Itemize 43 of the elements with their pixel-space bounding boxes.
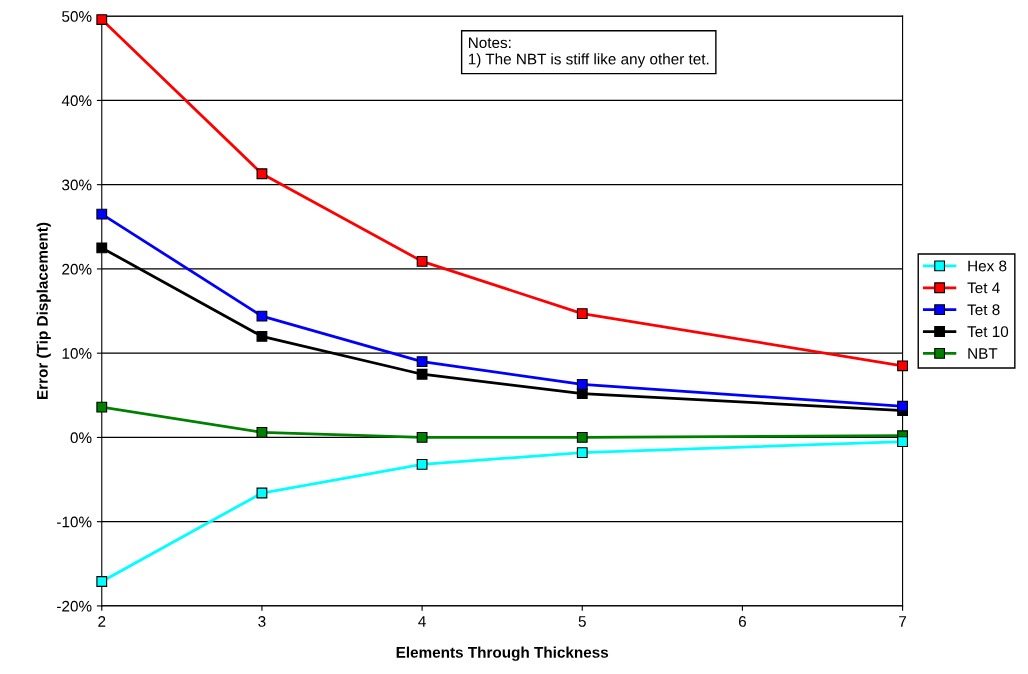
- point: [576, 378, 588, 390]
- x-tick-label: 6: [738, 616, 746, 627]
- point: [256, 168, 268, 180]
- x-tick-label: 5: [578, 616, 586, 627]
- point: [416, 432, 428, 443]
- annotation: Notes: 1) The NBT is stiff like any other tet.: [468, 37, 709, 68]
- y-tick-label: 10%: [62, 348, 92, 359]
- point: [897, 400, 908, 412]
- x-axis-title: Elements Through Thickness: [396, 646, 609, 661]
- y-tick-label: 20%: [62, 263, 92, 275]
- point: [576, 432, 588, 443]
- point: [576, 447, 588, 459]
- point: [416, 458, 428, 470]
- point: [96, 576, 108, 587]
- point: [897, 436, 908, 448]
- y-tick-label: -20%: [57, 600, 92, 612]
- y-tick-label: 30%: [62, 179, 92, 191]
- point: [96, 401, 108, 413]
- point: [96, 14, 108, 25]
- point: [96, 208, 108, 220]
- y-tick-label: 0%: [70, 432, 92, 444]
- x-tick-label: 4: [418, 616, 426, 627]
- y-tick-label: 40%: [61, 95, 92, 107]
- legend-label: Hex 8: [968, 260, 1007, 272]
- point: [96, 242, 108, 254]
- point: [256, 426, 268, 438]
- x-tick-label: 7: [899, 616, 907, 627]
- x-tick-label: 3: [258, 616, 266, 627]
- point: [416, 356, 428, 368]
- legend-label: NBT: [968, 348, 998, 359]
- y-axis-title: Error (Tip Displacement): [36, 222, 51, 400]
- point: [256, 330, 268, 342]
- y-tick-label: -10%: [57, 516, 92, 528]
- legend-label: Tet 10: [967, 326, 1009, 338]
- legend-label: Tet 8: [967, 304, 1000, 316]
- x-tick-label: 2: [98, 616, 106, 627]
- point: [897, 360, 908, 372]
- point: [416, 255, 428, 267]
- legend-label: Tet 4: [967, 282, 1000, 294]
- point: [416, 368, 428, 380]
- point: [576, 308, 588, 319]
- y-tick-label: 50%: [62, 11, 92, 22]
- point: [256, 310, 268, 322]
